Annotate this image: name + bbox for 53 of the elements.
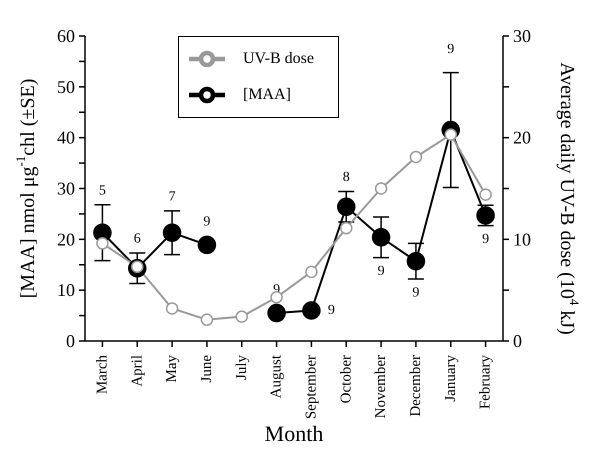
x-tick-label: October [338, 354, 354, 404]
y-tick-label: 20 [57, 229, 75, 250]
annotation: 9 [378, 264, 385, 280]
point [198, 236, 216, 254]
x-tick-label: February [478, 354, 494, 410]
legend-label: UV-B dose [243, 50, 314, 67]
point [406, 252, 426, 270]
x-tick-label: January [442, 354, 459, 402]
annotation: 6 [134, 232, 141, 247]
x-tick-label: September [303, 355, 320, 420]
point [236, 310, 248, 323]
x-tick-label: June [198, 354, 215, 382]
point [410, 150, 422, 164]
annotation: 8 [342, 170, 350, 186]
point [302, 301, 321, 320]
point [270, 291, 283, 304]
x-tick-label: December [408, 355, 424, 417]
annotation: 7 [168, 189, 176, 204]
point [479, 188, 492, 201]
annotation: 9 [203, 214, 210, 230]
y-tick-label: 50 [57, 76, 75, 97]
annotation: 5 [98, 183, 106, 198]
point [305, 266, 318, 278]
x-tick-label: November [373, 354, 390, 418]
point [166, 302, 178, 315]
point [267, 304, 286, 322]
y-tick-label: 30 [57, 178, 75, 198]
y-tick-label: 10 [57, 280, 75, 300]
annotation: 9 [412, 285, 420, 300]
point [372, 228, 390, 247]
y2-tick-label: 20 [513, 128, 531, 148]
y-tick-label: 40 [57, 128, 75, 148]
y-tick-label: 0 [66, 331, 75, 351]
y2-tick-label: 10 [513, 229, 531, 250]
point [337, 198, 356, 216]
legend-label: [MAA] [243, 86, 291, 103]
point [374, 182, 388, 195]
x-tick-label: March [94, 354, 110, 394]
y-tick-label: 60 [57, 26, 75, 46]
point [96, 237, 109, 250]
annotation: 9 [482, 232, 490, 248]
y2-tick-label: 30 [513, 26, 531, 46]
point [200, 313, 214, 326]
x-tick-label: August [268, 354, 285, 398]
x-tick-label: May [164, 354, 180, 382]
x-tick-label: July [234, 354, 250, 380]
annotation: 9 [447, 42, 454, 58]
x-tick-label: April [129, 355, 146, 387]
point [162, 223, 182, 242]
annotation: 9 [328, 303, 335, 318]
x-axis-title: Month [264, 421, 324, 446]
y2-tick-label: 0 [513, 331, 522, 351]
point [340, 222, 352, 234]
